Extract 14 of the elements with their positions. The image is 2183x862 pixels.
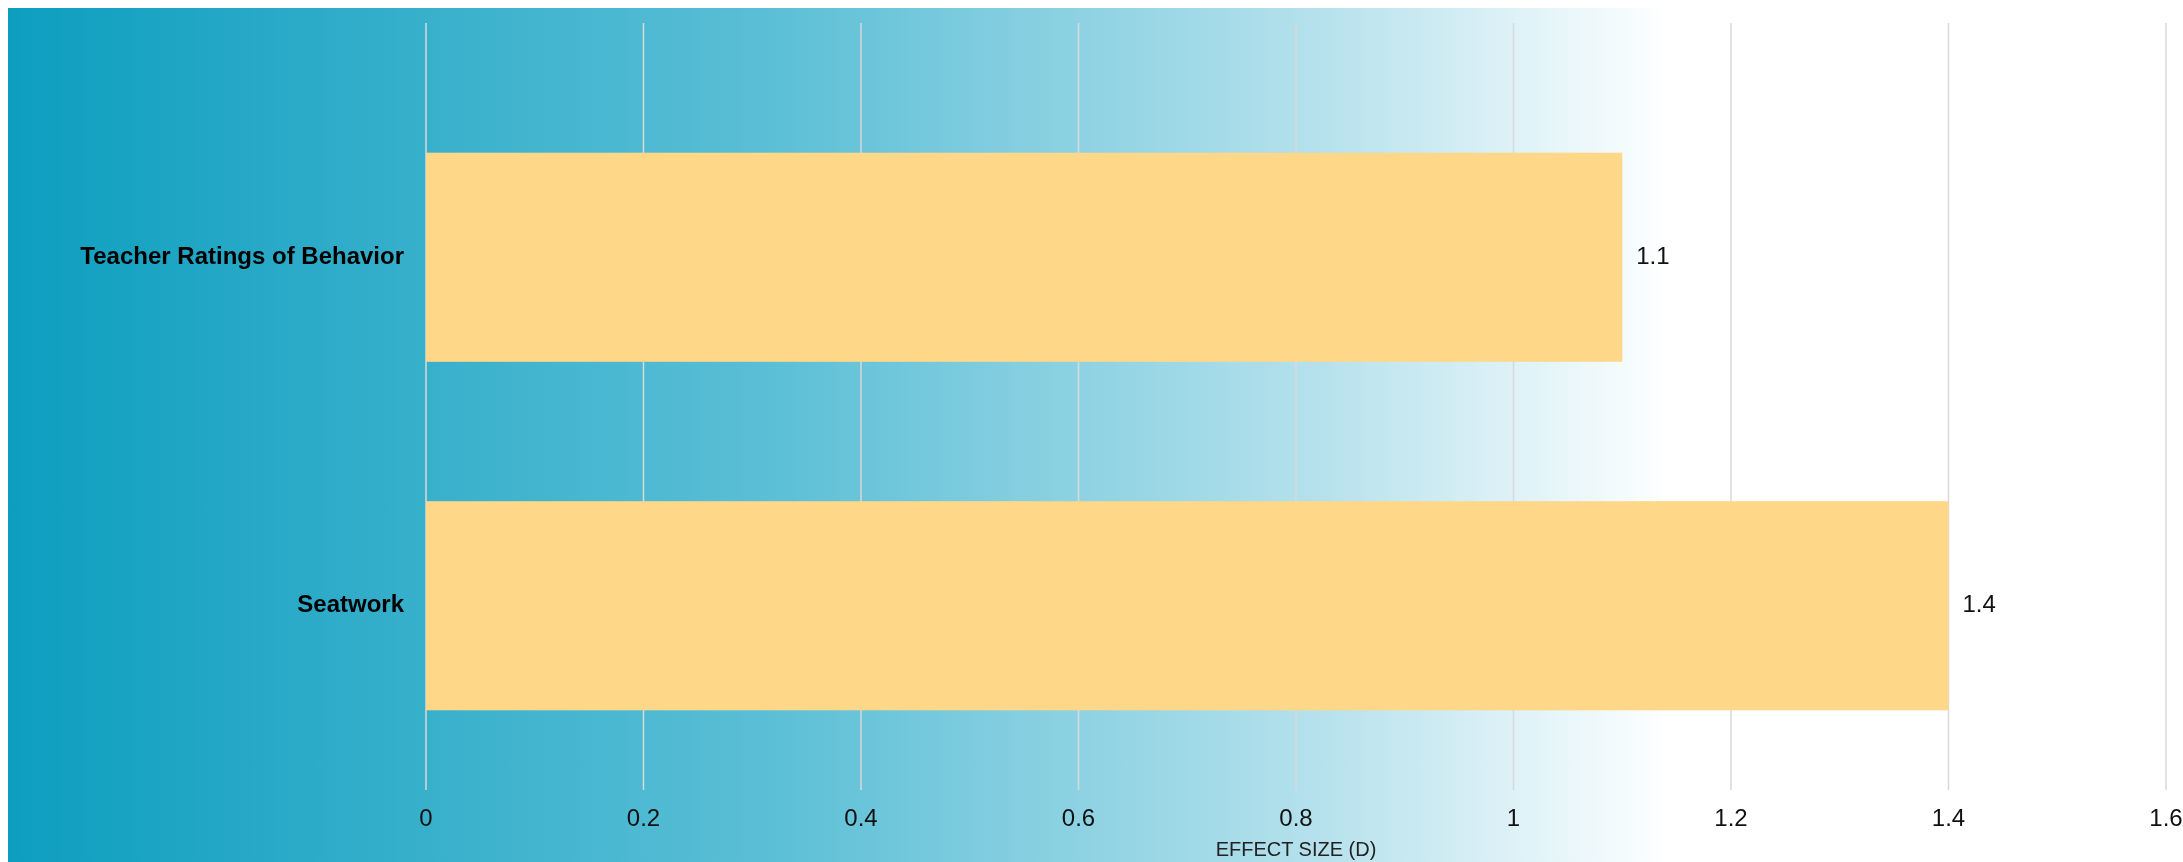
x-tick-label: 1.2 bbox=[1714, 804, 1748, 832]
data-label: 1.1 bbox=[1636, 241, 1670, 269]
y-tick-label: Seatwork bbox=[297, 590, 405, 618]
x-tick-label: 1.6 bbox=[2149, 804, 2183, 832]
x-tick-label: 0 bbox=[419, 804, 433, 832]
x-tick-label: 1.4 bbox=[1931, 804, 1966, 832]
y-tick-label: Teacher Ratings of Behavior bbox=[80, 241, 404, 269]
x-axis-title: EFFECT SIZE (D) bbox=[1215, 838, 1377, 860]
x-tick-label: 0.6 bbox=[1061, 804, 1096, 832]
x-tick-label: 0.2 bbox=[626, 804, 661, 832]
x-tick-label: 0.8 bbox=[1279, 804, 1313, 832]
x-tick-label: 0.4 bbox=[844, 804, 878, 832]
x-tick-label: 1 bbox=[1506, 804, 1521, 832]
data-label: 1.4 bbox=[1962, 590, 1996, 618]
